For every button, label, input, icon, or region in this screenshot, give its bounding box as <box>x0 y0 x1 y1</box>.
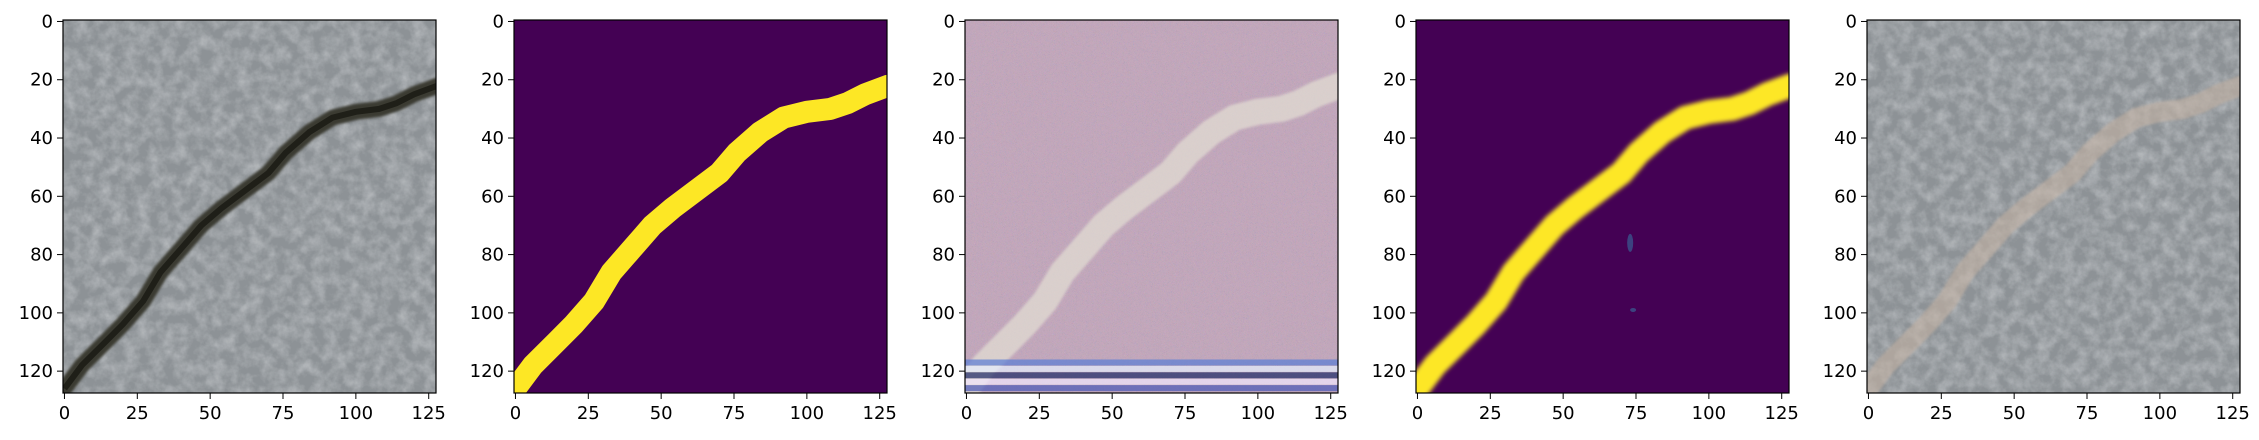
y-tick-label: 0 <box>1395 11 1406 32</box>
y-tick-label: 120 <box>1823 361 1857 382</box>
mask-foreground <box>514 74 887 393</box>
texture-band <box>965 385 1338 392</box>
x-tick-label: 0 <box>510 403 521 424</box>
y-tick-label: 0 <box>944 11 955 32</box>
x-tick-label: 75 <box>1174 403 1197 424</box>
x-tick-label: 25 <box>1028 403 1051 424</box>
x-tick-label: 75 <box>2076 403 2099 424</box>
y-tick-label: 40 <box>1383 128 1406 149</box>
x-tick-label: 25 <box>1479 403 1502 424</box>
x-tick-label: 125 <box>1314 403 1348 424</box>
y-tick-label: 0 <box>493 11 504 32</box>
x-tick-label: 125 <box>2216 403 2250 424</box>
x-tick-label: 25 <box>126 403 149 424</box>
texture-band <box>965 378 1338 385</box>
y-tick-label: 20 <box>1834 70 1857 91</box>
x-tick-label: 100 <box>1692 403 1726 424</box>
y-tick-label: 100 <box>19 303 53 324</box>
axes-frame <box>513 19 888 394</box>
texture-crack <box>965 72 1338 393</box>
x-tick-label: 125 <box>412 403 446 424</box>
y-tick-label: 100 <box>921 303 955 324</box>
x-tick-label: 50 <box>2003 403 2026 424</box>
y-tick-label: 100 <box>1372 303 1406 324</box>
y-tick-label: 20 <box>481 70 504 91</box>
texture-band <box>965 359 1338 366</box>
x-tick-label: 75 <box>272 403 295 424</box>
axes-frame <box>62 19 437 394</box>
x-tick-label: 125 <box>1765 403 1799 424</box>
x-tick-label: 100 <box>339 403 373 424</box>
y-tick-label: 20 <box>30 70 53 91</box>
x-tick-label: 100 <box>1241 403 1275 424</box>
axes-frame <box>1415 19 1790 394</box>
x-tick-label: 50 <box>650 403 673 424</box>
panel-image <box>965 20 1338 393</box>
crack-core <box>63 82 436 391</box>
y-tick-label: 40 <box>932 128 955 149</box>
y-tick-label: 20 <box>1383 70 1406 91</box>
y-tick-label: 120 <box>470 361 504 382</box>
panel-predicted-mask: 0 25 50 75 100 125 0 20 40 60 80 100 120 <box>1372 11 1799 424</box>
x-tick-label: 0 <box>1863 403 1874 424</box>
y-tick-label: 80 <box>481 245 504 266</box>
x-tick-label: 0 <box>961 403 972 424</box>
texture-band <box>965 372 1338 379</box>
x-tick-label: 125 <box>863 403 897 424</box>
y-tick-label: 60 <box>481 186 504 207</box>
y-tick-label: 60 <box>1834 186 1857 207</box>
y-tick-label: 40 <box>481 128 504 149</box>
mask-foreground <box>1416 73 1789 393</box>
y-tick-label: 40 <box>30 128 53 149</box>
panel-overlay: 0 25 50 75 100 125 0 20 40 60 80 100 120 <box>1823 11 2250 424</box>
y-tick-label: 0 <box>1846 11 1857 32</box>
y-tick-label: 120 <box>19 361 53 382</box>
panel-image <box>1416 20 1789 393</box>
panel-image <box>514 20 887 393</box>
y-tick-label: 120 <box>1372 361 1406 382</box>
x-tick-label: 75 <box>1625 403 1648 424</box>
axes-frame <box>964 19 1339 394</box>
panel-ground-truth-mask: 0 25 50 75 100 125 0 20 40 60 80 100 120 <box>470 11 897 424</box>
x-tick-label: 100 <box>2143 403 2177 424</box>
y-tick-label: 80 <box>1383 245 1406 266</box>
panel-generated-texture: 0 25 50 75 100 125 0 20 40 60 80 100 120 <box>921 11 1348 424</box>
x-tick-label: 25 <box>577 403 600 424</box>
prediction-artifact <box>1627 233 1634 252</box>
panel-crack-photo: 0 25 50 75 100 125 0 20 40 60 80 100 120 <box>19 11 446 424</box>
x-tick-label: 0 <box>1412 403 1423 424</box>
x-tick-label: 0 <box>59 403 70 424</box>
x-tick-label: 50 <box>1101 403 1124 424</box>
y-tick-label: 60 <box>932 186 955 207</box>
x-tick-label: 50 <box>1552 403 1575 424</box>
x-tick-label: 75 <box>723 403 746 424</box>
y-tick-label: 80 <box>30 245 53 266</box>
y-tick-label: 80 <box>1834 245 1857 266</box>
y-tick-label: 0 <box>42 11 53 32</box>
crack-overlay <box>1867 75 2240 393</box>
y-tick-label: 60 <box>30 186 53 207</box>
y-tick-label: 20 <box>932 70 955 91</box>
y-tick-label: 120 <box>921 361 955 382</box>
axes-frame <box>1866 19 2241 394</box>
panel-image <box>1867 20 2240 393</box>
panel-image <box>63 20 436 393</box>
y-tick-label: 40 <box>1834 128 1857 149</box>
x-tick-label: 100 <box>790 403 824 424</box>
y-tick-label: 100 <box>470 303 504 324</box>
x-tick-label: 25 <box>1930 403 1953 424</box>
y-tick-label: 80 <box>932 245 955 266</box>
x-tick-label: 50 <box>199 403 222 424</box>
y-tick-label: 100 <box>1823 303 1857 324</box>
y-tick-label: 60 <box>1383 186 1406 207</box>
prediction-artifact <box>1630 307 1637 312</box>
texture-band <box>965 365 1338 372</box>
